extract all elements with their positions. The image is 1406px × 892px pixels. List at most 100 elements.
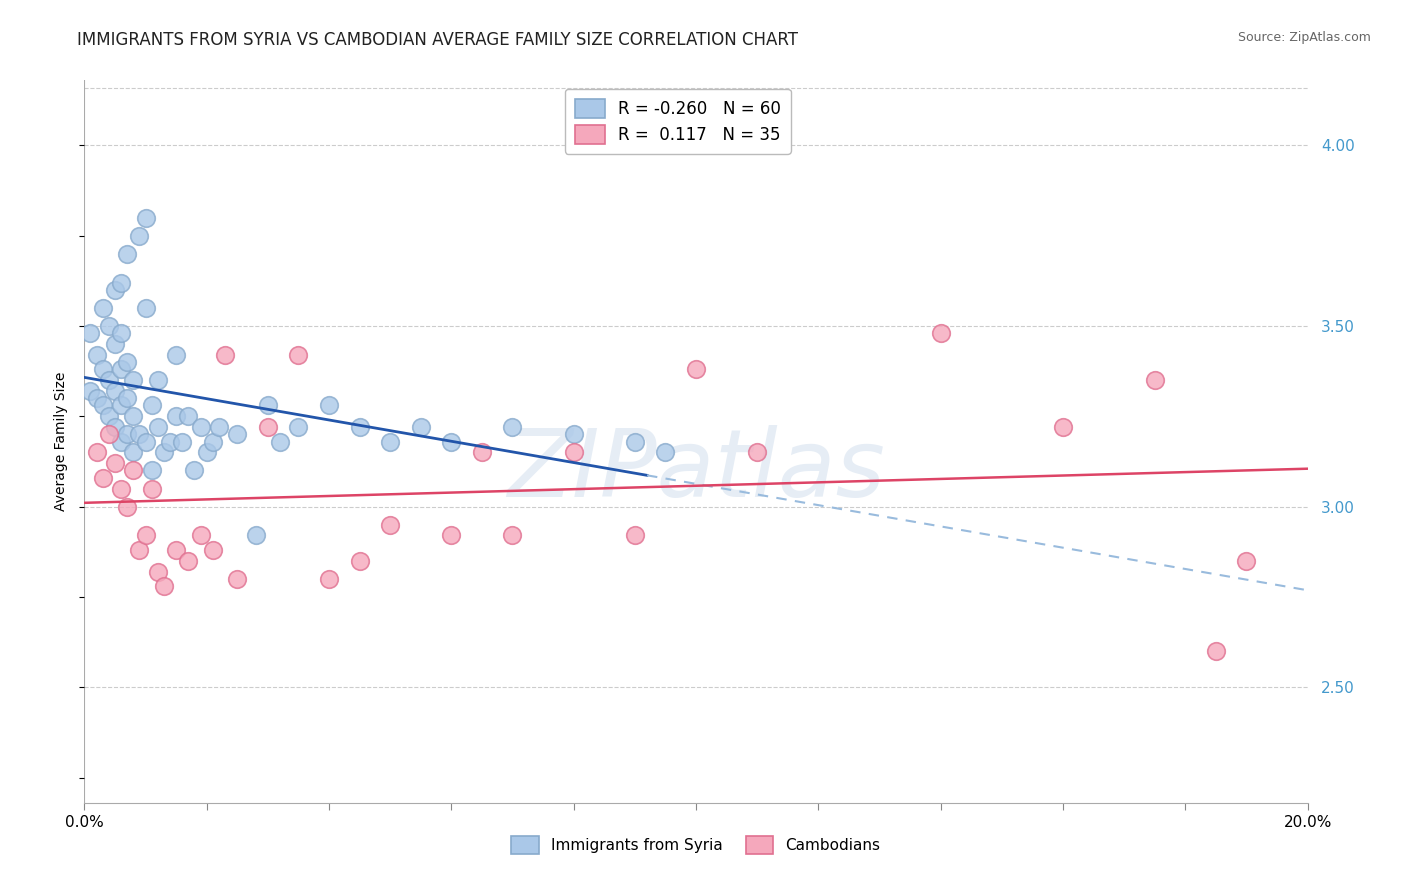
Point	[135, 434, 157, 449]
Point	[562, 427, 585, 442]
Point	[104, 384, 127, 398]
Point	[104, 456, 127, 470]
Point	[115, 391, 138, 405]
Point	[135, 528, 157, 542]
Point	[146, 373, 169, 387]
Point	[380, 434, 402, 449]
Point	[269, 434, 291, 449]
Text: IMMIGRANTS FROM SYRIA VS CAMBODIAN AVERAGE FAMILY SIZE CORRELATION CHART: IMMIGRANTS FROM SYRIA VS CAMBODIAN AVERA…	[77, 31, 799, 49]
Point	[201, 542, 224, 557]
Point	[929, 326, 952, 340]
Point	[380, 517, 402, 532]
Point	[146, 565, 169, 579]
Point	[172, 434, 194, 449]
Point	[409, 420, 432, 434]
Point	[86, 445, 108, 459]
Point	[86, 348, 108, 362]
Text: Source: ZipAtlas.com: Source: ZipAtlas.com	[1237, 31, 1371, 45]
Point	[190, 420, 212, 434]
Point	[135, 211, 157, 225]
Point	[141, 399, 163, 413]
Point	[128, 427, 150, 442]
Point	[1236, 554, 1258, 568]
Point	[195, 445, 218, 459]
Point	[177, 554, 200, 568]
Point	[685, 362, 707, 376]
Point	[471, 445, 494, 459]
Point	[115, 355, 138, 369]
Point	[97, 409, 120, 424]
Point	[122, 445, 145, 459]
Point	[624, 528, 647, 542]
Point	[91, 399, 114, 413]
Point	[440, 528, 463, 542]
Point	[91, 362, 114, 376]
Point	[128, 228, 150, 243]
Point	[208, 420, 231, 434]
Point	[141, 482, 163, 496]
Point	[257, 420, 280, 434]
Point	[104, 337, 127, 351]
Y-axis label: Average Family Size: Average Family Size	[55, 372, 69, 511]
Point	[97, 373, 120, 387]
Point	[349, 554, 371, 568]
Point	[110, 482, 132, 496]
Point	[141, 463, 163, 477]
Point	[79, 326, 101, 340]
Point	[214, 348, 236, 362]
Legend: Immigrants from Syria, Cambodians: Immigrants from Syria, Cambodians	[505, 830, 887, 860]
Point	[318, 572, 340, 586]
Point	[177, 409, 200, 424]
Point	[440, 434, 463, 449]
Point	[287, 348, 309, 362]
Point	[349, 420, 371, 434]
Point	[122, 409, 145, 424]
Point	[97, 318, 120, 333]
Point	[122, 373, 145, 387]
Point	[115, 427, 138, 442]
Point	[110, 276, 132, 290]
Point	[562, 445, 585, 459]
Point	[226, 572, 249, 586]
Point	[110, 362, 132, 376]
Point	[86, 391, 108, 405]
Point	[245, 528, 267, 542]
Point	[104, 283, 127, 297]
Point	[502, 528, 524, 542]
Point	[91, 471, 114, 485]
Point	[502, 420, 524, 434]
Point	[654, 445, 676, 459]
Point	[91, 301, 114, 315]
Point	[165, 542, 187, 557]
Point	[97, 427, 120, 442]
Point	[318, 399, 340, 413]
Point	[153, 579, 176, 593]
Point	[110, 399, 132, 413]
Point	[115, 246, 138, 260]
Point	[201, 434, 224, 449]
Point	[190, 528, 212, 542]
Point	[1205, 644, 1227, 658]
Point	[110, 434, 132, 449]
Point	[122, 463, 145, 477]
Point	[1143, 373, 1166, 387]
Point	[1052, 420, 1074, 434]
Point	[110, 326, 132, 340]
Point	[146, 420, 169, 434]
Point	[79, 384, 101, 398]
Point	[257, 399, 280, 413]
Point	[624, 434, 647, 449]
Point	[226, 427, 249, 442]
Point	[135, 301, 157, 315]
Point	[747, 445, 769, 459]
Point	[128, 542, 150, 557]
Point	[159, 434, 181, 449]
Text: ZIPatlas: ZIPatlas	[508, 425, 884, 516]
Point	[165, 348, 187, 362]
Point	[287, 420, 309, 434]
Point	[165, 409, 187, 424]
Point	[183, 463, 205, 477]
Point	[153, 445, 176, 459]
Point	[104, 420, 127, 434]
Point	[115, 500, 138, 514]
